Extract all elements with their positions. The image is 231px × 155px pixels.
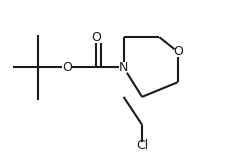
Text: N: N [119,61,128,74]
Text: O: O [173,45,183,58]
Text: O: O [91,31,101,44]
Text: O: O [62,61,72,74]
Text: Cl: Cl [136,139,148,152]
